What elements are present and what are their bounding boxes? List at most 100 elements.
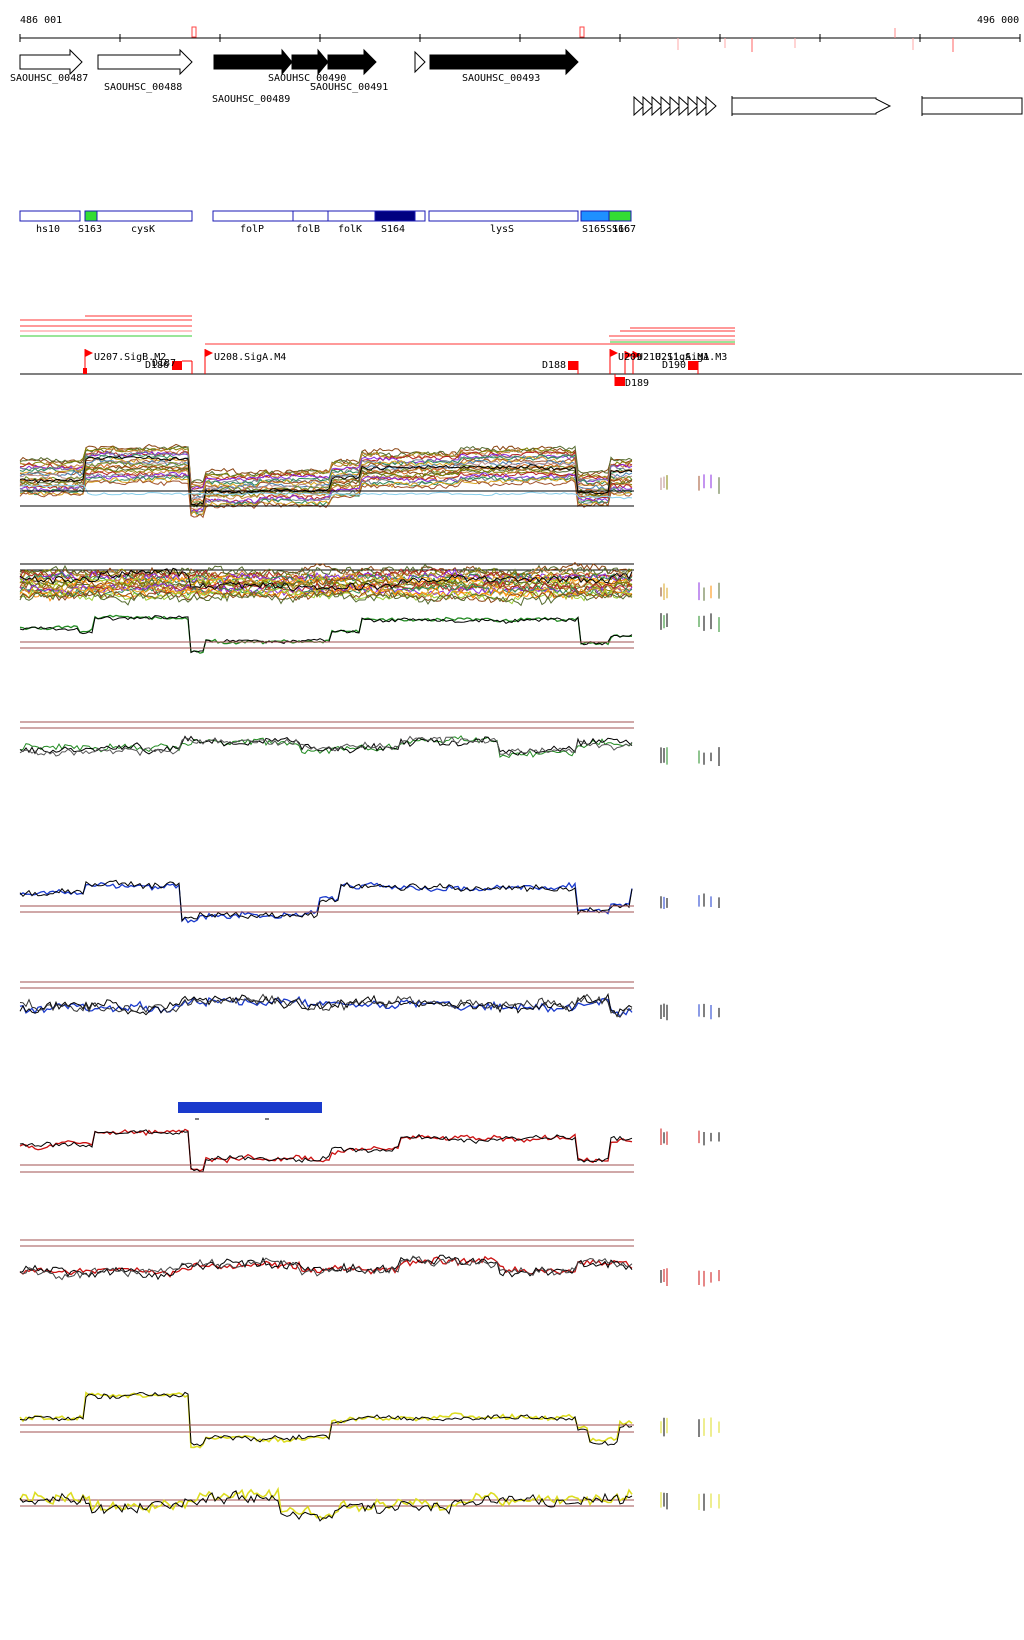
promoter-flag[interactable]	[624, 351, 633, 374]
track-line	[19, 567, 633, 592]
track-yellow-1	[19, 1391, 720, 1449]
small-arrow	[669, 95, 681, 117]
gene-arrow[interactable]	[921, 97, 1023, 115]
small-arrow	[660, 95, 672, 117]
terminator[interactable]	[172, 360, 193, 374]
small-arrow	[633, 95, 645, 117]
feature-label: hs10	[36, 224, 60, 235]
feature-label: S165S166	[582, 224, 630, 235]
gene-arrow[interactable]	[327, 48, 377, 76]
track-green	[19, 721, 720, 766]
feature-box[interactable]	[608, 210, 632, 222]
gene-arrow[interactable]	[429, 48, 579, 76]
track-line	[19, 445, 633, 489]
track-line	[19, 577, 633, 592]
track-line	[19, 879, 633, 922]
feature-box[interactable]	[19, 210, 81, 222]
feature-box[interactable]	[292, 210, 329, 222]
track-red-1	[19, 1128, 720, 1173]
feature-label: folK	[338, 224, 362, 235]
track-line	[19, 464, 633, 507]
track-line	[19, 460, 633, 502]
track-yellow-2	[19, 1486, 720, 1522]
feature-track: hs10 S163 cysK folP folB folK S164 lysS …	[19, 210, 636, 235]
track-line	[19, 587, 633, 605]
gene-arrow[interactable]	[291, 48, 329, 76]
small-arrow	[642, 95, 654, 117]
track-line	[19, 615, 633, 654]
track-line	[19, 992, 633, 1018]
feature-label: S164	[381, 224, 405, 235]
feature-label: S167	[612, 224, 636, 235]
track-line	[19, 1486, 633, 1521]
track-line	[19, 1391, 633, 1447]
feature-label: folP	[240, 224, 264, 235]
track-line	[19, 478, 633, 519]
small-arrow	[696, 95, 708, 117]
feature-box[interactable]	[414, 210, 426, 222]
track-line	[19, 1254, 633, 1281]
region-bar	[178, 1102, 322, 1120]
track-blue-1	[19, 879, 720, 924]
gene-arrow[interactable]	[414, 50, 426, 74]
gene-arrow[interactable]	[213, 48, 293, 76]
track-line	[19, 735, 633, 759]
promoter-flag[interactable]	[609, 349, 618, 374]
promoter-flag[interactable]	[83, 349, 93, 374]
track-line	[19, 1391, 633, 1449]
track-line	[19, 580, 633, 599]
promoter-flag[interactable]	[204, 349, 213, 374]
feature-box[interactable]	[96, 210, 193, 222]
feature-label: cysK	[131, 224, 155, 235]
track-line	[19, 995, 633, 1018]
track-line	[19, 993, 633, 1018]
promoter-label: U207.SigB.M2	[94, 352, 166, 363]
feature-box[interactable]	[212, 210, 294, 222]
regulatory-track: U207.SigB.M2 U208.SigA.M4 U209 U210.SigA…	[20, 315, 1022, 389]
terminator-label: D190	[662, 360, 686, 371]
gene-label: SAOUHSC_00489	[212, 94, 290, 105]
terminator-label: D187	[152, 358, 176, 369]
track-line	[19, 590, 633, 607]
gene-label: SAOUHSC_00487	[10, 73, 88, 84]
terminator[interactable]	[688, 361, 699, 374]
small-arrow	[687, 95, 699, 117]
track-line	[19, 474, 633, 516]
coordinate-axis: 486 001 496 000	[19, 15, 1021, 52]
gene-arrow[interactable]	[97, 48, 193, 76]
track-multi-condition-2	[19, 561, 720, 654]
axis-markers	[191, 26, 954, 52]
gene-arrow[interactable]	[731, 97, 892, 115]
track-line	[19, 735, 633, 757]
track-multi-condition-1	[19, 443, 720, 519]
feature-box[interactable]	[84, 210, 98, 222]
small-arrow-cluster	[633, 95, 717, 117]
gene-label: SAOUHSC_00488	[104, 82, 182, 93]
terminator-label: D186	[145, 360, 169, 371]
gene-arrow[interactable]	[19, 48, 83, 76]
track-line	[19, 443, 633, 486]
track-line	[19, 455, 633, 497]
feature-label: lysS	[490, 224, 514, 235]
track-line	[19, 1129, 633, 1173]
expression-tracks	[19, 443, 720, 1522]
terminator[interactable]	[614, 374, 625, 386]
feature-box[interactable]	[580, 210, 610, 222]
small-arrow	[651, 95, 663, 117]
feature-box[interactable]	[428, 210, 579, 222]
promoter-flag[interactable]	[632, 351, 641, 374]
track-line	[19, 476, 633, 517]
terminator[interactable]	[568, 361, 579, 374]
feature-box[interactable]	[327, 210, 376, 222]
coord-end: 496 000	[977, 15, 1019, 26]
track-line	[19, 1255, 633, 1281]
gene-label: SAOUHSC_00490	[268, 73, 346, 84]
promoter-label: U211.SigA.M3	[655, 352, 727, 363]
small-arrow	[678, 95, 690, 117]
feature-box[interactable]	[374, 210, 416, 222]
terminator-label: D189	[625, 378, 649, 389]
feature-label: S163	[78, 224, 102, 235]
gene-label: SAOUHSC_00491	[310, 82, 388, 93]
coord-start: 486 001	[20, 15, 62, 26]
